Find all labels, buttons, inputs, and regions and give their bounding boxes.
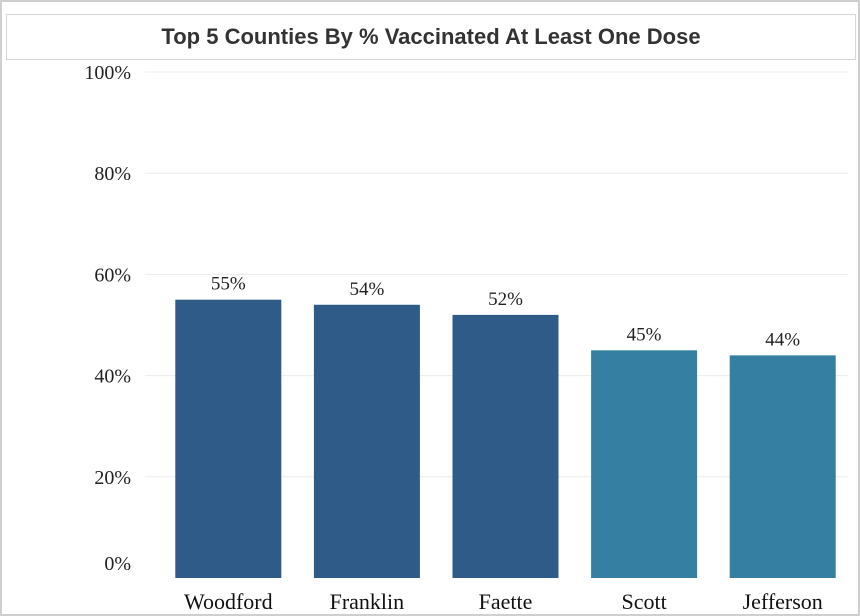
chart-title-bar: Top 5 Counties By % Vaccinated At Least … — [6, 14, 856, 60]
y-tick-label: 80% — [94, 163, 131, 185]
data-label-scott: 45% — [627, 324, 662, 345]
y-axis-ticks: 0% 20% 40% 60% 80% 100% — [84, 62, 131, 575]
category-label-franklin: Franklin — [330, 589, 405, 614]
category-label-jefferson: Jefferson — [743, 589, 823, 614]
y-tick-label: 60% — [94, 264, 131, 286]
bars — [175, 299, 836, 578]
y-tick-label: 40% — [94, 366, 131, 388]
bar-faette — [452, 314, 559, 578]
data-label-faette: 52% — [488, 289, 523, 310]
y-tick-label: 20% — [94, 467, 131, 489]
data-labels: 55% 54% 52% 45% 44% — [211, 274, 800, 351]
bar-jefferson — [729, 355, 836, 578]
bar-franklin — [313, 304, 420, 578]
y-tick-label: 100% — [84, 62, 131, 84]
bar-woodford — [175, 299, 282, 578]
data-label-jefferson: 44% — [765, 329, 800, 350]
chart-title: Top 5 Counties By % Vaccinated At Least … — [161, 24, 701, 49]
category-label-woodford: Woodford — [184, 589, 273, 614]
bar-scott — [591, 350, 698, 578]
x-axis-categories: Woodford Franklin Faette Scott Jefferson — [184, 589, 823, 614]
data-label-franklin: 54% — [349, 279, 384, 300]
y-tick-label: 0% — [104, 553, 131, 575]
category-label-scott: Scott — [621, 589, 666, 614]
data-label-woodford: 55% — [211, 274, 246, 295]
category-label-faette: Faette — [479, 589, 533, 614]
